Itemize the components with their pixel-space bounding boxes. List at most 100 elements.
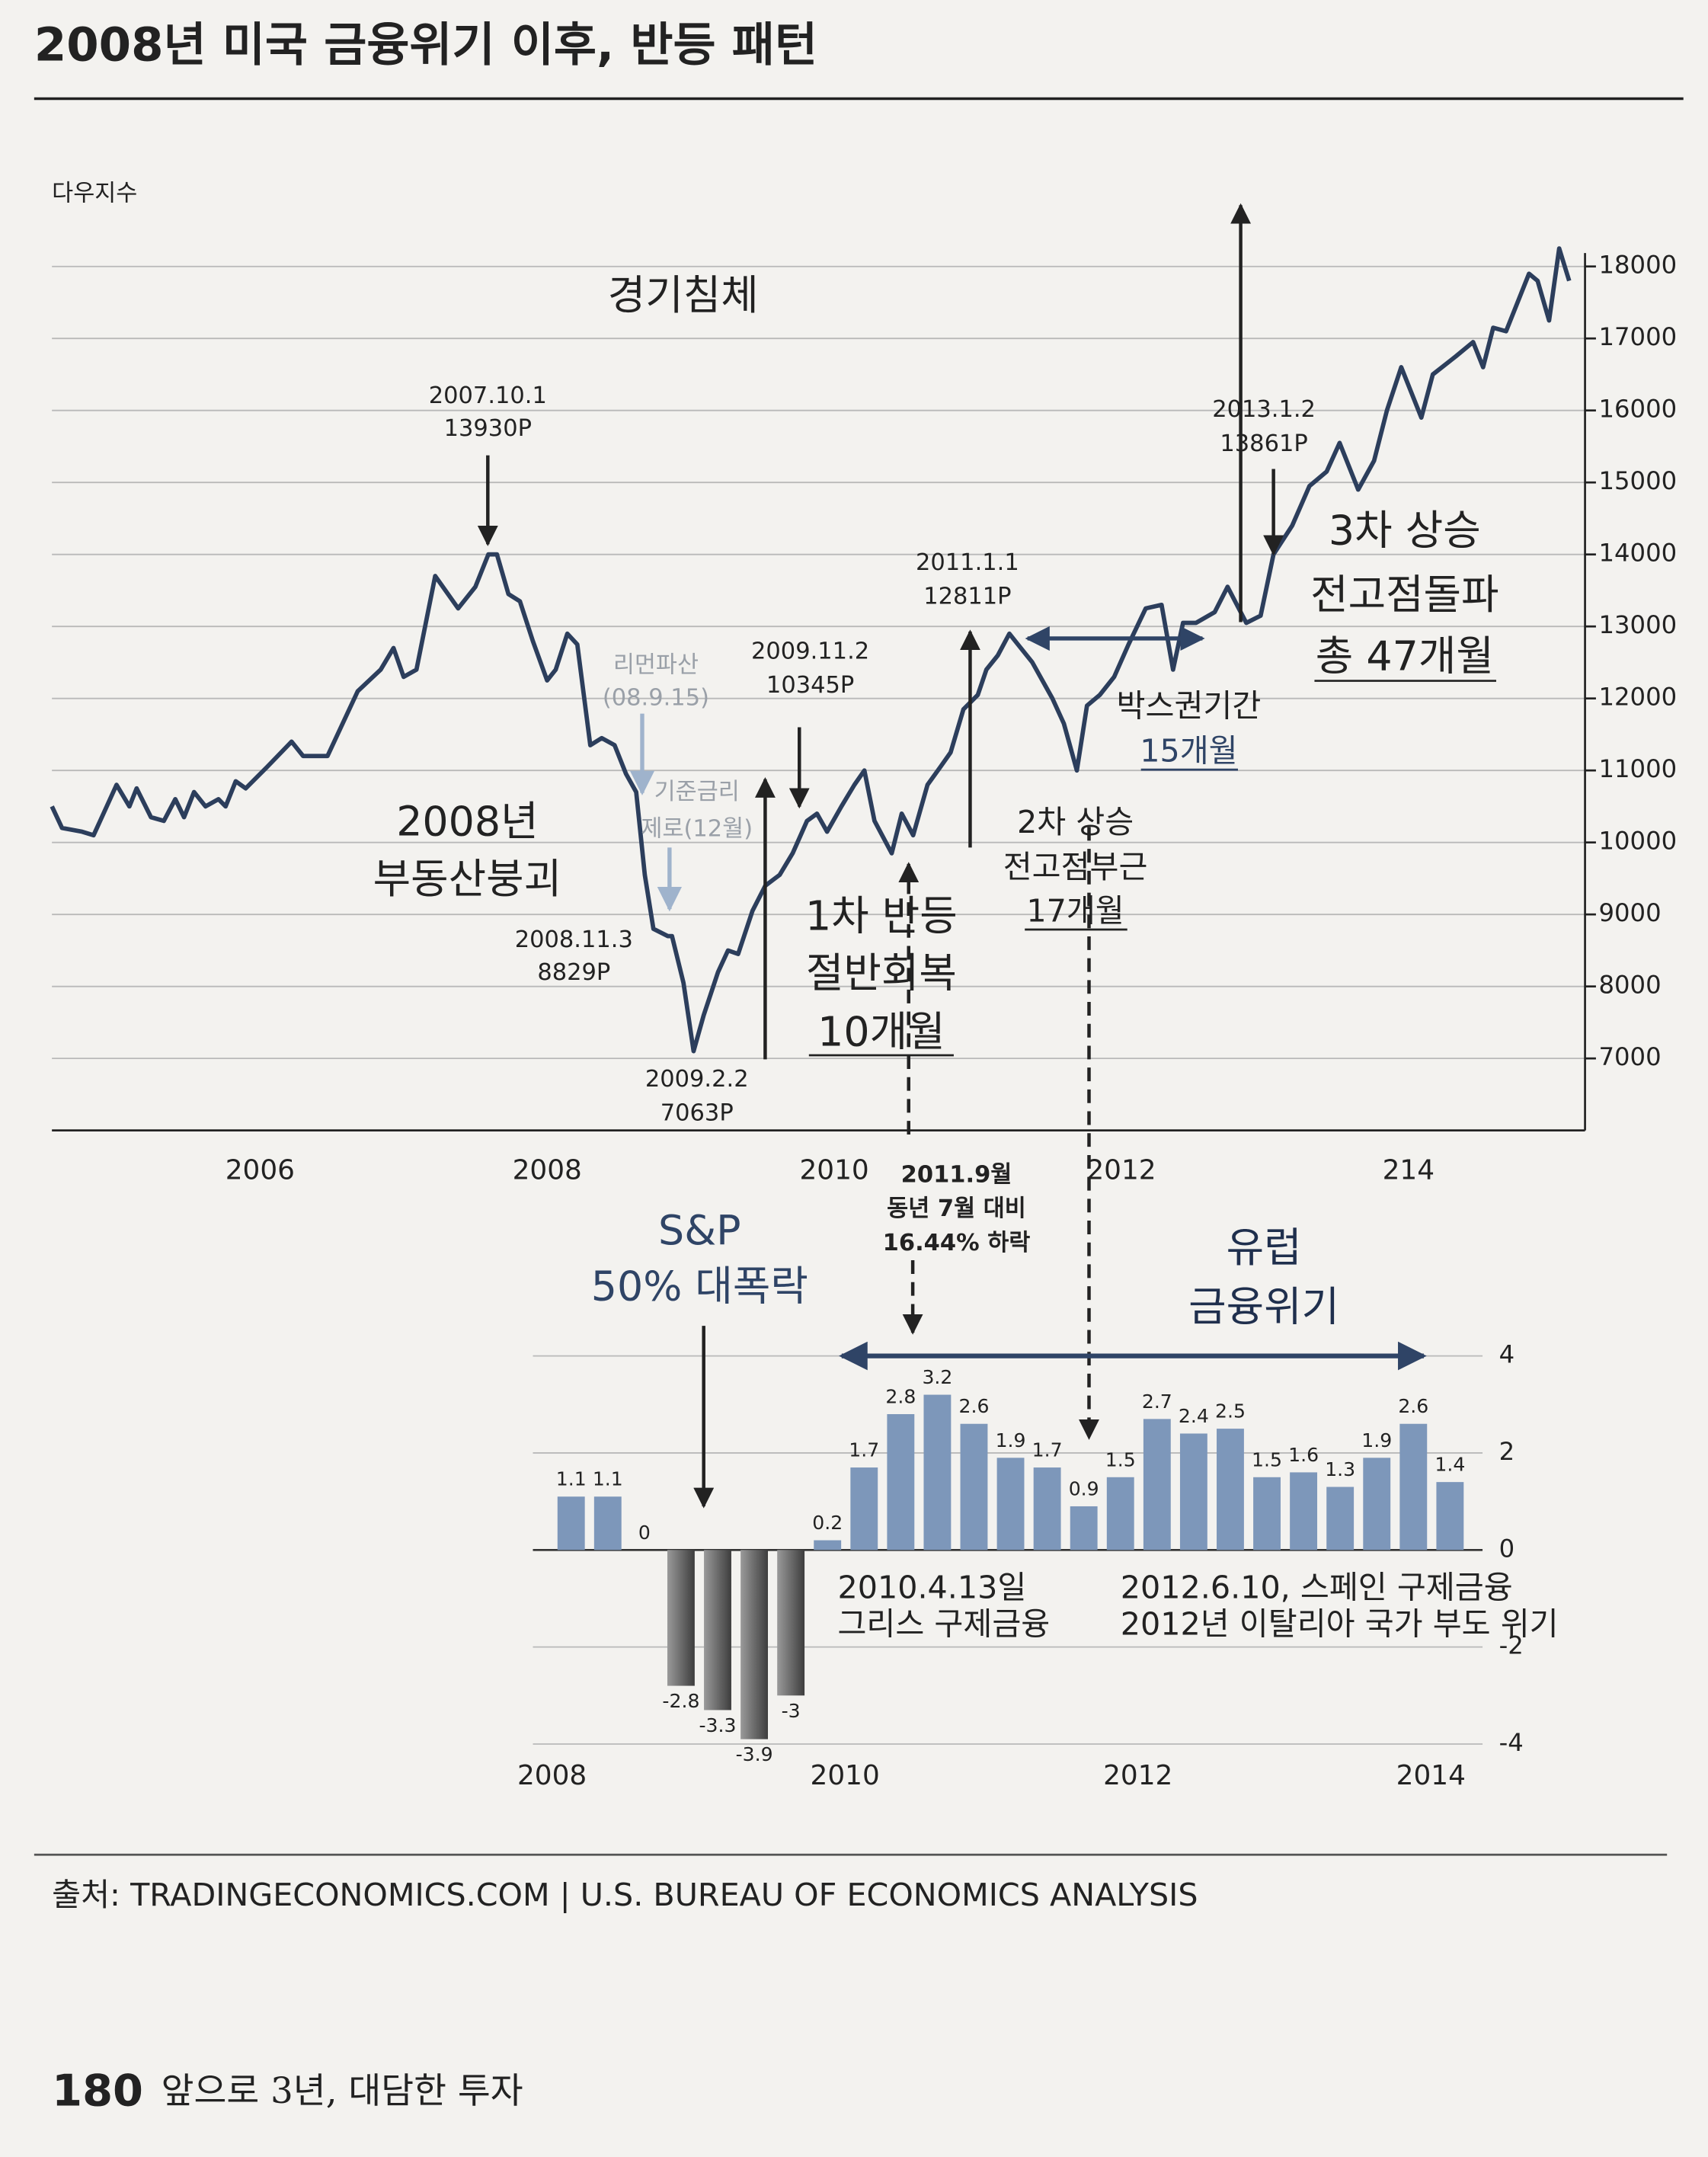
annotation: 리먼파산 [613,651,699,678]
annotation: 동년 7월 대비 [887,1195,1026,1222]
bar [667,1550,695,1686]
arrows [477,203,1427,1509]
value-label: 1.7 [849,1439,879,1461]
annotation: 13930P [444,415,532,442]
annotation: 13861P [1220,430,1307,457]
annotation: 15개월 [1140,733,1237,770]
bar [887,1414,915,1551]
annotation: 1차 반등 [805,891,958,939]
bar [1326,1487,1355,1551]
dow-chart: 7000 8000 9000 10000 11000 12000 13000 14000 150… [50,246,1678,1186]
page-title: 2008년 미국 금융위기 이후, 반등 패턴 [34,18,817,72]
bar [740,1550,769,1739]
bar [1143,1419,1171,1551]
annotation: 10345P [766,672,854,699]
annotation: 총 47개월 [1316,632,1494,680]
value-label: -3.3 [699,1714,736,1736]
bar [960,1423,988,1551]
annotation: 2010.4.13일 [837,1569,1026,1605]
value-label: 1.7 [1032,1439,1063,1461]
x-tick-label: 2010 [811,1760,880,1791]
y-tick-label: 17000 [1599,322,1678,351]
annotation: 2008년 [396,798,538,846]
value-label: 2.8 [885,1385,916,1407]
annotation: 7063P [660,1100,734,1127]
y-tick-label: 18000 [1599,251,1678,280]
gdp-chart: -4 -2 0 2 4 2008 1.1 1.1 0 -2.8-3.3-3.9 -3 0.2 2010 1… [517,1340,1524,1791]
annotation: 8829P [537,959,610,986]
annotation: 2008.11.3 [515,926,633,953]
value-label: 0.9 [1069,1477,1099,1499]
bar [557,1496,585,1551]
x-tick-label: 2008 [513,1154,582,1186]
value-label: 0 [638,1522,651,1544]
y-tick-label: 15000 [1599,466,1678,495]
annotation: 제로(12월) [641,816,753,843]
y-tick-label: 4 [1499,1340,1515,1369]
bar [1399,1423,1428,1551]
annotation: 경기침체 [608,271,759,319]
annotation: 50% 대폭락 [591,1262,808,1310]
annotation: 전고점부근 [1003,849,1148,885]
annotation: 16.44% 하락 [883,1230,1031,1256]
y-tick-label: 2 [1499,1437,1515,1466]
x-tick-label: 2012 [1086,1154,1156,1186]
bar [996,1458,1025,1551]
y-tick-label: 16000 [1599,395,1678,424]
y-tick-label: -4 [1499,1728,1524,1757]
bar [1106,1477,1134,1551]
value-label: 2.6 [959,1395,990,1417]
annotations: 경기침체 2007.10.1 13930P 2013.1.2 13861P 20… [373,271,1559,1643]
value-label: -3.9 [736,1743,773,1765]
annotation: 2012년 이탈리아 국가 부도 위기 [1121,1606,1559,1643]
y-tick-label: 0 [1499,1534,1515,1563]
annotation: 2011.9월 [901,1161,1012,1188]
y-tick-label: 8000 [1599,971,1662,1000]
value-label: 1.9 [1361,1429,1392,1451]
bar [1253,1477,1281,1551]
annotation: 2013.1.2 [1212,396,1316,423]
annotation: 부동산붕괴 [373,855,561,903]
value-label: 1.3 [1325,1458,1355,1480]
bar [1070,1506,1098,1551]
annotation: 2차 상승 [1017,804,1134,840]
x-tick-label: 2008 [517,1760,587,1791]
value-label: 1.6 [1288,1444,1319,1466]
annotation: 2011.1.1 [916,549,1019,576]
value-label: -3 [782,1700,801,1722]
y-tick-label: 14000 [1599,539,1678,568]
bar [593,1496,622,1551]
value-label: 1.1 [593,1468,623,1490]
x-tick-label: 2014 [1396,1760,1466,1791]
annotation: 그리스 구제금융 [837,1606,1050,1643]
dow-line [50,246,1572,1054]
bar [850,1467,878,1551]
bar [814,1540,842,1551]
value-label: 0.2 [812,1512,843,1534]
bar [1217,1429,1244,1551]
x-tick-label: 214 [1383,1154,1435,1186]
y-tick-label: 12000 [1599,683,1678,712]
value-label: 1.5 [1105,1448,1136,1471]
annotation: (08.9.15) [603,684,709,711]
annotation: 12811P [923,584,1011,610]
x-tick-label: 2012 [1103,1760,1172,1791]
value-label: 2.7 [1142,1391,1172,1413]
annotation: 금융위기 [1188,1282,1339,1330]
bar [1363,1458,1391,1551]
y-tick-label: 10000 [1599,827,1678,856]
y-tick-label: 7000 [1599,1042,1662,1071]
value-label: 1.9 [996,1429,1026,1451]
x-tick-label: 2010 [799,1154,868,1186]
y-tick-label: 9000 [1599,898,1662,927]
value-label: 3.2 [922,1366,952,1388]
value-label: 1.1 [556,1468,587,1490]
annotation: 유럽 [1227,1224,1302,1272]
value-label: -2.8 [662,1690,699,1712]
bar [1179,1433,1207,1551]
annotation: 박스권기간 [1117,687,1262,724]
book-title: 앞으로 3년, 대담한 투자 [162,2070,523,2111]
source: 출처: TRADINGECONOMICS.COM | U.S. BUREAU O… [52,1877,1198,1913]
value-label: 2.5 [1215,1400,1246,1423]
